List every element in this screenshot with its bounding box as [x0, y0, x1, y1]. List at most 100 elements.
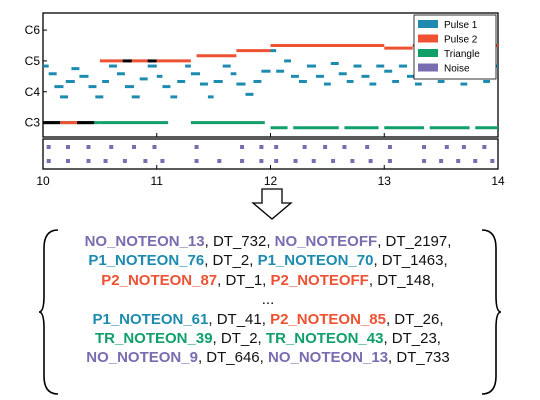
token-line: NO_NOTEON_13, DT_732, NO_NOTEOFF, DT_219… — [58, 232, 478, 251]
event-token: P2_NOTEON_85 — [270, 310, 386, 328]
noise-hit — [444, 145, 449, 149]
noise-hit — [368, 159, 373, 163]
token-separator: , DT_2197, — [377, 233, 452, 250]
event-token: NO_NOTEON_13 — [268, 349, 389, 367]
noise-hit — [422, 145, 427, 149]
legend-label: Pulse 2 — [444, 35, 478, 46]
token-separator: , DT_733 — [388, 349, 450, 367]
y-tick-label: C3 — [25, 116, 41, 130]
token-separator: , DT_1, — [217, 271, 271, 289]
noise-hit — [323, 145, 328, 149]
noise-hit — [194, 145, 199, 149]
event-token: P1_NOTEON_76 — [88, 252, 205, 270]
token-separator: , DT_23, — [383, 330, 441, 348]
noise-hit — [240, 145, 245, 149]
token-separator: , DT_41, — [208, 310, 271, 328]
event-token: P2_NOTEON_87 — [101, 271, 218, 289]
token-line: P2_NOTEON_87, DT_1, P2_NOTEOFF, DT_148, — [58, 271, 478, 290]
token-separator: , DT_148, — [368, 271, 435, 289]
noise-hit — [274, 145, 279, 149]
noise-hit — [302, 145, 307, 149]
event-token: P2_NOTEOFF — [270, 271, 369, 289]
token-line: TR_NOTEON_39, DT_2, TR_NOTEON_43, DT_23, — [58, 329, 478, 348]
y-tick-label: C4 — [25, 85, 41, 99]
x-tick-label: 13 — [378, 174, 392, 188]
noise-hit — [46, 159, 51, 163]
token-separator: , DT_26, — [385, 310, 444, 328]
token-separator: ... — [261, 291, 275, 309]
piano-roll-figure: C3 C4 C5 C6 10 11 12 13 14 Pulse 1 Pulse 2 Triang… — [25, 12, 505, 220]
noise-hit — [132, 145, 136, 149]
token-line: P1_NOTEON_61, DT_41, P2_NOTEON_85, DT_26… — [58, 310, 478, 329]
noise-hit — [387, 145, 392, 149]
right-brace — [481, 229, 502, 395]
token-line: NO_NOTEON_9, DT_646, NO_NOTEON_13, DT_73… — [58, 348, 478, 367]
event-token: P1_NOTEON_61 — [92, 310, 209, 328]
down-arrow-icon — [251, 188, 293, 220]
token-separator: , DT_2, — [212, 330, 266, 348]
x-tick-label: 11 — [151, 174, 164, 188]
noise-hit — [160, 159, 165, 163]
token-separator: , DT_646, — [197, 349, 268, 367]
token-separator: , DT_2, — [204, 252, 258, 270]
y-axis: C3 C4 C5 C6 — [25, 23, 47, 130]
legend-swatch-tr — [418, 49, 438, 57]
noise-hit — [490, 159, 495, 163]
event-token: TR_NOTEON_39 — [95, 330, 213, 348]
noise-hit — [46, 145, 51, 149]
x-tick-label: 12 — [264, 174, 278, 188]
token-separator: , DT_1463, — [373, 252, 448, 270]
noise-hit — [194, 159, 199, 163]
noise-hit — [456, 159, 461, 163]
legend-label: Pulse 1 — [444, 20, 478, 31]
noise-hits — [46, 145, 495, 163]
noise-hit — [143, 159, 148, 163]
noise-hit — [217, 159, 222, 163]
token-line: ... — [58, 290, 478, 309]
event-token: NO_NOTEON_9 — [86, 349, 198, 367]
noise-hit — [422, 159, 427, 163]
y-tick-label: C6 — [25, 23, 41, 37]
noise-hit — [331, 159, 336, 163]
event-token: NO_NOTEON_13 — [84, 233, 205, 250]
noise-hit — [259, 159, 264, 163]
noise-hit — [122, 159, 127, 163]
left-brace — [38, 229, 59, 395]
noise-hit — [482, 145, 487, 149]
y-tick-label: C5 — [25, 54, 41, 68]
legend-label: Noise — [444, 64, 470, 75]
event-token: P1_NOTEON_70 — [257, 252, 374, 270]
event-token: NO_NOTEOFF — [274, 233, 378, 250]
noise-hit — [439, 159, 444, 163]
event-token: TR_NOTEON_43 — [265, 330, 384, 348]
legend-swatch-p2 — [418, 34, 438, 43]
noise-hit — [240, 159, 245, 163]
noise-hit — [66, 145, 71, 149]
event-token-sequence: NO_NOTEON_13, DT_732, NO_NOTEOFF, DT_219… — [58, 232, 478, 368]
noise-hit — [350, 159, 355, 163]
legend-swatch-no — [418, 63, 438, 72]
x-axis: 10 11 12 13 14 — [36, 133, 505, 188]
noise-hit — [342, 145, 347, 149]
token-line: P1_NOTEON_76, DT_2, P1_NOTEON_70, DT_146… — [58, 251, 478, 270]
noise-hit — [274, 159, 279, 163]
legend: Pulse 1 Pulse 2 Triangle Noise — [413, 14, 497, 80]
noise-plot-frame — [42, 138, 499, 170]
noise-hit — [103, 159, 108, 163]
noise-hit — [66, 159, 71, 163]
x-tick-label: 10 — [36, 174, 50, 188]
legend-swatch-p1 — [418, 20, 438, 28]
noise-hit — [86, 159, 91, 163]
noise-hit — [152, 145, 157, 149]
x-tick-label: 14 — [491, 174, 505, 188]
noise-hit — [461, 145, 466, 149]
noise-hit — [365, 145, 370, 149]
noise-hit — [293, 159, 298, 163]
noise-hit — [259, 145, 264, 149]
noise-hit — [473, 159, 478, 163]
noise-hit — [311, 159, 316, 163]
noise-hit — [86, 145, 91, 149]
legend-label: Triangle — [444, 49, 480, 60]
token-separator: , DT_732, — [204, 233, 275, 250]
noise-hit — [109, 145, 114, 149]
